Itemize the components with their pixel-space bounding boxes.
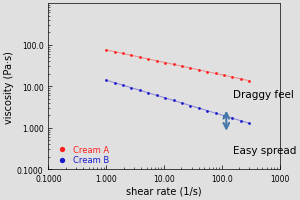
Point — [163, 97, 167, 100]
Point — [247, 80, 252, 83]
Point — [222, 114, 226, 118]
Point — [112, 51, 117, 54]
Point — [137, 89, 142, 92]
Point — [171, 63, 176, 67]
Point — [171, 99, 176, 103]
Point — [222, 74, 226, 77]
Point — [180, 65, 184, 68]
Point — [154, 60, 159, 63]
Point — [205, 71, 210, 74]
Point — [112, 82, 117, 85]
Point — [213, 112, 218, 115]
Point — [104, 79, 109, 82]
Point — [180, 102, 184, 105]
Point — [154, 94, 159, 97]
Point — [163, 62, 167, 65]
Point — [196, 107, 201, 110]
Point — [137, 56, 142, 59]
Point — [129, 54, 134, 58]
Point — [196, 69, 201, 72]
Point — [146, 58, 151, 61]
Point — [121, 53, 125, 56]
Text: Easy spread: Easy spread — [233, 145, 296, 155]
Point — [104, 49, 109, 52]
Point — [230, 76, 235, 79]
Point — [247, 122, 252, 125]
Point — [188, 67, 193, 70]
Point — [188, 104, 193, 108]
Point — [146, 92, 151, 95]
Point — [238, 120, 243, 123]
Point — [238, 78, 243, 81]
Y-axis label: viscosity (Pa·s): viscosity (Pa·s) — [4, 50, 14, 123]
Point — [230, 117, 235, 120]
Point — [129, 87, 134, 90]
Legend: Cream A, Cream B: Cream A, Cream B — [52, 144, 110, 165]
X-axis label: shear rate (1/s): shear rate (1/s) — [126, 186, 202, 196]
Point — [205, 109, 210, 113]
Text: Draggy feel: Draggy feel — [233, 89, 294, 99]
Point — [121, 84, 125, 87]
Point — [213, 72, 218, 76]
